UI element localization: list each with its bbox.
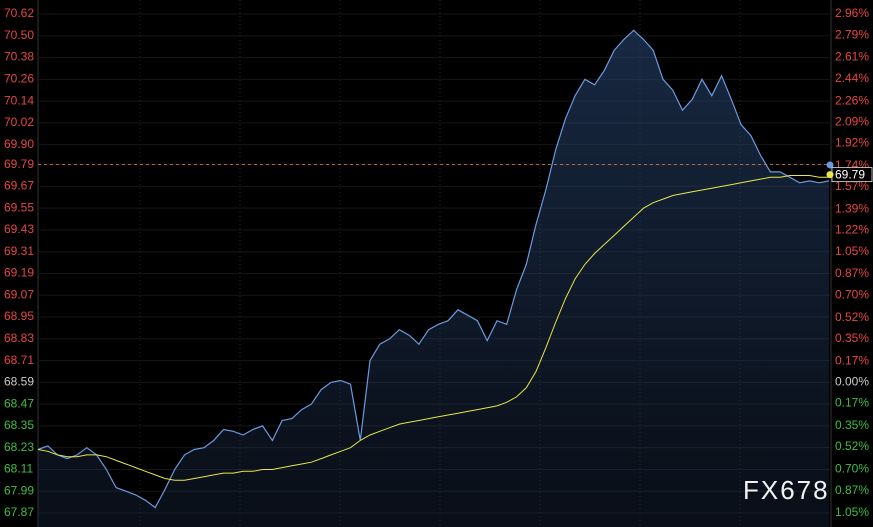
y2-tick-label: 1.92% xyxy=(835,136,869,150)
y-tick-label: 68.23 xyxy=(4,440,34,454)
y2-tick-label: 1.22% xyxy=(835,223,869,237)
y2-tick-label: 0.52% xyxy=(835,439,869,453)
y2-tick-label: 1.05% xyxy=(835,244,869,258)
y-tick-label: 67.87 xyxy=(4,505,34,519)
y2-tick-label: 2.61% xyxy=(835,50,869,64)
y2-tick-label: 0.35% xyxy=(835,331,869,345)
y2-tick-label: 0.70% xyxy=(835,287,869,301)
y-tick-label: 69.55 xyxy=(4,200,34,214)
y-tick-label: 69.67 xyxy=(4,179,34,193)
y2-tick-label: 0.35% xyxy=(835,418,869,432)
y2-tick-label: 0.00% xyxy=(835,375,869,389)
average-dot xyxy=(826,171,834,179)
y-tick-label: 68.59 xyxy=(4,375,34,389)
y-tick-label: 69.19 xyxy=(4,266,34,280)
y2-tick-label: 2.96% xyxy=(835,6,869,20)
y-tick-label: 68.83 xyxy=(4,331,34,345)
y2-tick-label: 2.79% xyxy=(835,27,869,41)
y-tick-label: 69.90 xyxy=(4,137,34,151)
y-tick-label: 68.35 xyxy=(4,418,34,432)
y2-tick-label: 0.87% xyxy=(835,483,869,497)
y2-tick-label: 0.17% xyxy=(835,353,869,367)
y-tick-label: 70.50 xyxy=(4,28,34,42)
y2-tick-label: 1.57% xyxy=(835,179,869,193)
y2-tick-label: 1.39% xyxy=(835,202,869,216)
price-area xyxy=(38,30,829,527)
y2-tick-label: 2.09% xyxy=(835,114,869,128)
y2-tick-label: 1.05% xyxy=(835,505,869,519)
y-tick-label: 67.99 xyxy=(4,483,34,497)
price-dot xyxy=(826,161,834,169)
y2-tick-label: 0.17% xyxy=(835,396,869,410)
y-tick-label: 70.02 xyxy=(4,115,34,129)
average-line xyxy=(37,175,829,481)
y-tick-label: 70.62 xyxy=(4,6,34,20)
y-tick-label: 70.26 xyxy=(4,71,34,85)
y-tick-label: 68.11 xyxy=(4,462,33,476)
y-tick-label: 70.14 xyxy=(4,93,34,107)
y-tick-label: 68.47 xyxy=(4,396,34,410)
y-tick-label: 70.38 xyxy=(4,50,34,64)
y2-tick-label: 2.44% xyxy=(835,71,869,85)
y-tick-label: 69.31 xyxy=(4,244,34,258)
current-price-label: 69.79 xyxy=(835,167,865,181)
y-tick-label: 68.71 xyxy=(4,353,34,367)
y-tick-label: 69.07 xyxy=(4,287,34,301)
y2-tick-label: 0.87% xyxy=(835,266,869,280)
y2-tick-label: 2.26% xyxy=(835,93,869,107)
y2-tick-label: 0.70% xyxy=(835,462,869,476)
y-tick-label: 68.95 xyxy=(4,309,34,323)
y-tick-label: 69.43 xyxy=(4,222,34,236)
y2-tick-label: 0.52% xyxy=(835,310,869,324)
watermark: FX678 xyxy=(743,475,830,505)
y-tick-label: 69.79 xyxy=(4,157,34,171)
